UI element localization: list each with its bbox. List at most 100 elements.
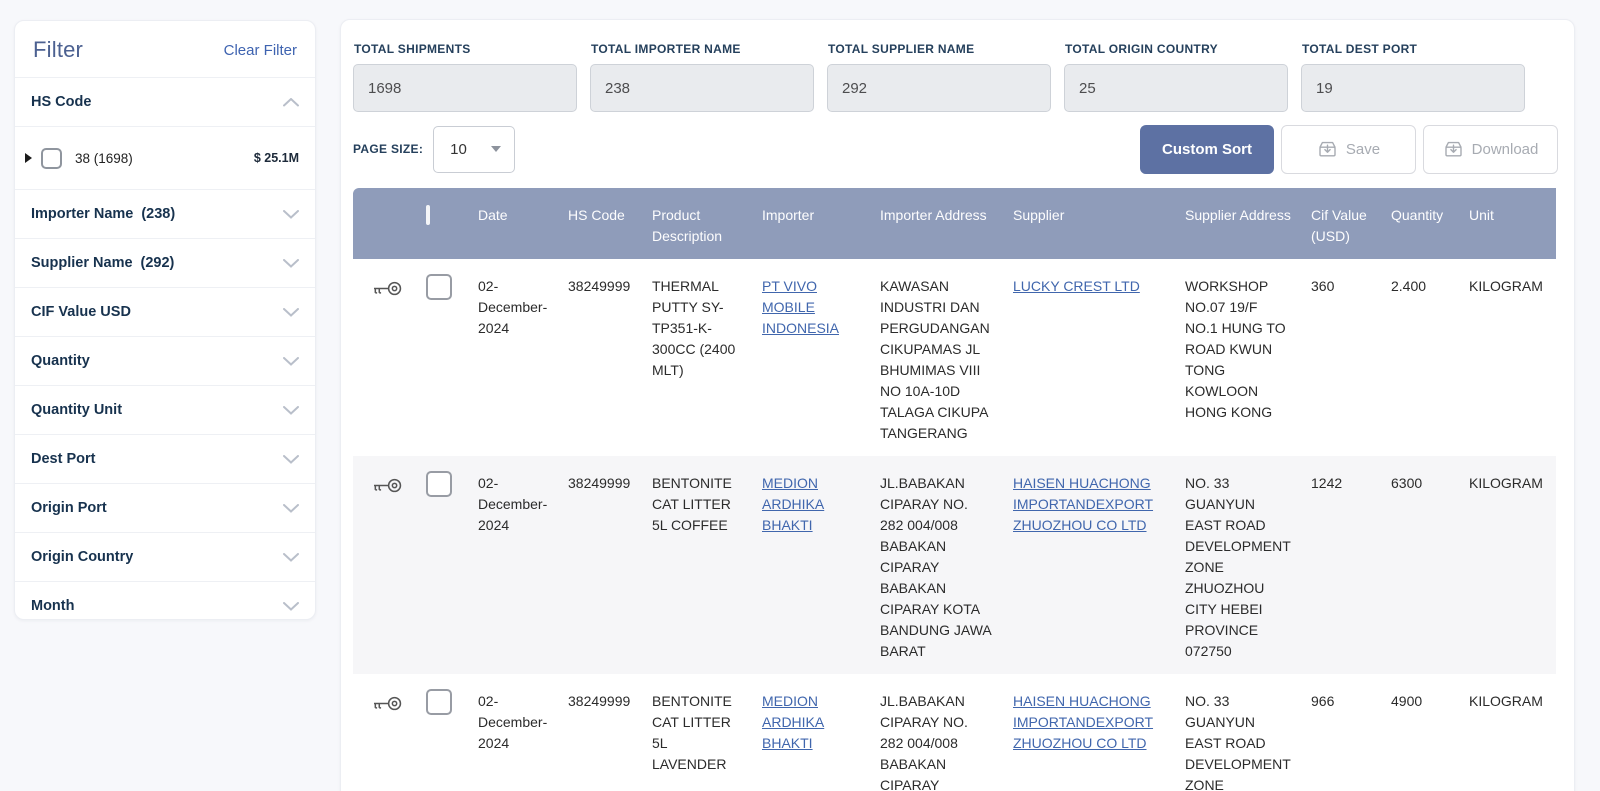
filter-section-label: Month xyxy=(31,598,75,614)
divider xyxy=(15,287,315,288)
hs-code-filter-item: 38 (1698) $ 25.1M xyxy=(15,127,315,189)
filter-section-cif-value[interactable]: CIF Value USD xyxy=(15,288,315,336)
expand-triangle-icon[interactable] xyxy=(25,153,32,163)
column-header-product-description: Product Description xyxy=(652,207,723,244)
cell-quantity: 4900 xyxy=(1391,693,1423,709)
stat-total-importer-name: TOTAL IMPORTER NAME 238 xyxy=(590,36,814,112)
cell-product-description: THERMAL PUTTY SY-TP351-K-300CC (2400 MLT… xyxy=(652,278,736,378)
chevron-down-icon xyxy=(283,503,299,513)
cell-supplier-address: NO. 33 GUANYUN EAST ROAD DEVELOPMENT ZON… xyxy=(1185,693,1291,791)
divider xyxy=(15,385,315,386)
stat-total-supplier-name: TOTAL SUPPLIER NAME 292 xyxy=(827,36,1051,112)
filter-section-origin-port[interactable]: Origin Port xyxy=(15,484,315,532)
stat-total-origin-country: TOTAL ORIGIN COUNTRY 25 xyxy=(1064,36,1288,112)
cell-importer-address: JL.BABAKAN CIPARAY NO. 282 004/008 BABAK… xyxy=(880,475,991,659)
page-size-value: 10 xyxy=(450,140,467,158)
cell-date: 02-December-2024 xyxy=(478,278,548,336)
importer-link[interactable]: MEDION ARDHIKA BHAKTI xyxy=(762,693,825,751)
filter-section-quantity[interactable]: Quantity xyxy=(15,337,315,385)
key-icon[interactable] xyxy=(371,278,403,299)
hs-code-checkbox[interactable] xyxy=(41,147,62,169)
column-header-supplier: Supplier xyxy=(1013,207,1065,223)
page-size-label: PAGE SIZE: xyxy=(353,142,424,156)
cell-date: 02-December-2024 xyxy=(478,693,548,751)
chevron-down-icon xyxy=(283,209,299,219)
clear-filter-link[interactable]: Clear Filter xyxy=(223,41,297,59)
row-checkbox[interactable] xyxy=(426,274,452,300)
key-icon[interactable] xyxy=(371,693,403,714)
filter-panel-header: Filter Clear Filter xyxy=(15,21,315,77)
cell-cif-value: 360 xyxy=(1311,278,1335,294)
column-header-supplier-address: Supplier Address xyxy=(1185,207,1291,223)
stat-value: 1698 xyxy=(353,64,577,112)
filter-section-label: Quantity xyxy=(31,353,90,369)
filter-section-label: Dest Port xyxy=(31,451,96,467)
divider xyxy=(15,238,315,239)
column-header-importer: Importer xyxy=(762,207,815,223)
select-all-checkbox[interactable] xyxy=(426,205,430,225)
chevron-down-icon xyxy=(283,356,299,366)
filter-section-supplier-name[interactable]: Supplier Name (292) xyxy=(15,239,315,287)
chevron-down-icon xyxy=(283,405,299,415)
column-header-quantity: Quantity xyxy=(1391,207,1444,223)
stat-label: TOTAL IMPORTER NAME xyxy=(591,42,741,56)
filter-section-label: Quantity Unit xyxy=(31,402,123,418)
table-row: 02-December-2024 38249999 BENTONITE CAT … xyxy=(353,674,1556,791)
filter-section-quantity-unit[interactable]: Quantity Unit xyxy=(15,386,315,434)
save-icon xyxy=(1319,141,1336,157)
stat-label: TOTAL SHIPMENTS xyxy=(354,42,471,56)
cell-importer-address: KAWASAN INDUSTRI DAN PERGUDANGAN CIKUPAM… xyxy=(880,278,990,441)
column-header-unit: Unit xyxy=(1469,207,1494,223)
chevron-down-icon xyxy=(283,454,299,464)
chevron-up-icon xyxy=(283,97,299,106)
column-header-date: Date xyxy=(478,207,508,223)
stat-value: 238 xyxy=(590,64,814,112)
row-checkbox[interactable] xyxy=(426,689,452,715)
cell-quantity: 6300 xyxy=(1391,475,1423,491)
download-button-label: Download xyxy=(1471,140,1539,158)
filter-section-importer-name[interactable]: Importer Name (238) xyxy=(15,190,315,238)
table-header-row: Date HS Code Product Description Importe… xyxy=(353,188,1556,259)
cell-cif-value: 1242 xyxy=(1311,475,1343,491)
supplier-link[interactable]: LUCKY CREST LTD xyxy=(1013,278,1140,294)
filter-panel: Filter Clear Filter HS Code 38 (1698) $ … xyxy=(14,20,316,620)
chevron-down-icon xyxy=(283,307,299,317)
divider xyxy=(15,483,315,484)
stat-value: 19 xyxy=(1301,64,1525,112)
table-toolbar: PAGE SIZE: 10 Custom Sort Save Download xyxy=(353,124,1558,174)
divider xyxy=(15,581,315,582)
page-size-select[interactable]: 10 xyxy=(433,125,516,173)
stat-label: TOTAL SUPPLIER NAME xyxy=(828,42,975,56)
cell-supplier-address: NO. 33 GUANYUN EAST ROAD DEVELOPMENT ZON… xyxy=(1185,475,1291,659)
table-row: 02-December-2024 38249999 THERMAL PUTTY … xyxy=(353,259,1556,456)
cell-date: 02-December-2024 xyxy=(478,475,548,533)
filter-section-dest-port[interactable]: Dest Port xyxy=(15,435,315,483)
summary-stats-row: TOTAL SHIPMENTS 1698 TOTAL IMPORTER NAME… xyxy=(353,36,1558,112)
filter-section-label: Importer Name xyxy=(31,206,134,222)
cell-supplier-address: WORKSHOP NO.07 19/F NO.1 HUNG TO ROAD KW… xyxy=(1185,278,1286,420)
stat-total-dest-port: TOTAL DEST PORT 19 xyxy=(1301,36,1525,112)
hs-code-item-label[interactable]: 38 (1698) xyxy=(75,150,133,166)
key-icon[interactable] xyxy=(371,475,403,496)
supplier-link[interactable]: HAISEN HUACHONG IMPORTANDEXPORT ZHUOZHOU… xyxy=(1013,475,1154,533)
hs-code-item-value: $ 25.1M xyxy=(253,151,299,165)
download-button[interactable]: Download xyxy=(1423,124,1558,174)
supplier-link[interactable]: HAISEN HUACHONG IMPORTANDEXPORT ZHUOZHOU… xyxy=(1013,693,1154,751)
cell-hs-code: 38249999 xyxy=(568,278,631,294)
column-header-importer-address: Importer Address xyxy=(880,207,987,223)
importer-link[interactable]: PT VIVO MOBILE INDONESIA xyxy=(762,278,840,336)
importer-link[interactable]: MEDION ARDHIKA BHAKTI xyxy=(762,475,825,533)
stat-label: TOTAL DEST PORT xyxy=(1302,42,1418,56)
save-button[interactable]: Save xyxy=(1281,124,1416,174)
cell-quantity: 2.400 xyxy=(1391,278,1427,294)
custom-sort-button[interactable]: Custom Sort xyxy=(1140,124,1274,174)
cell-importer-address: JL.BABAKAN CIPARAY NO. 282 004/008 BABAK… xyxy=(880,693,968,791)
filter-section-month[interactable]: Month xyxy=(15,582,315,619)
row-checkbox[interactable] xyxy=(426,471,452,497)
filter-section-origin-country[interactable]: Origin Country xyxy=(15,533,315,581)
download-icon xyxy=(1444,141,1462,157)
filter-section-count: (292) xyxy=(140,255,175,271)
stat-label: TOTAL ORIGIN COUNTRY xyxy=(1065,42,1218,56)
filter-section-hs-code[interactable]: HS Code xyxy=(15,78,315,126)
header-icon-spacer xyxy=(353,188,413,259)
